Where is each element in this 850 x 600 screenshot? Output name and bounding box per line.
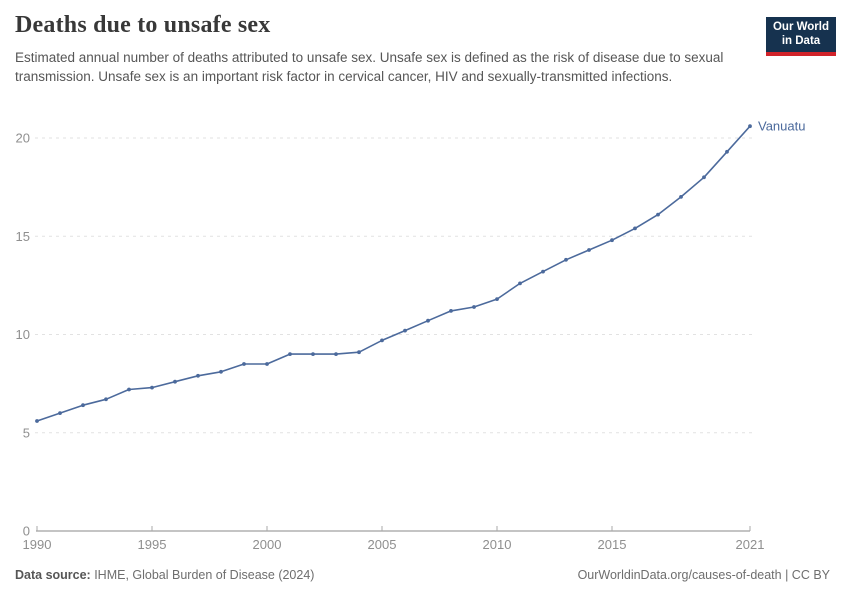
license-note[interactable]: OurWorldinData.org/causes-of-death | CC … xyxy=(577,568,830,582)
data-point[interactable] xyxy=(104,397,108,402)
data-point[interactable] xyxy=(679,195,683,199)
data-point[interactable] xyxy=(196,373,200,378)
owid-logo[interactable]: Our World in Data xyxy=(766,17,836,56)
data-point[interactable] xyxy=(357,350,361,355)
data-point[interactable] xyxy=(449,309,453,313)
data-point[interactable] xyxy=(472,305,476,309)
x-tick-label: 2015 xyxy=(598,537,627,552)
data-point[interactable] xyxy=(495,297,499,301)
data-point[interactable] xyxy=(426,318,430,323)
data-point[interactable] xyxy=(219,369,223,374)
data-point[interactable] xyxy=(311,352,315,356)
data-point[interactable] xyxy=(518,281,522,286)
x-tick-label: 2000 xyxy=(253,537,282,552)
chart-subtitle: Estimated annual number of deaths attrib… xyxy=(15,50,724,85)
data-point[interactable] xyxy=(334,352,338,356)
data-point[interactable] xyxy=(81,403,85,408)
logo-line-1: Our World xyxy=(772,20,829,33)
data-point[interactable] xyxy=(35,419,39,423)
data-point[interactable] xyxy=(242,362,246,366)
y-tick-label: 15 xyxy=(16,229,30,244)
data-point[interactable] xyxy=(748,124,752,129)
y-tick-label: 0 xyxy=(23,524,30,539)
series-end-label[interactable]: Vanuatu xyxy=(758,119,805,134)
logo-accent-bar xyxy=(766,52,836,56)
data-point[interactable] xyxy=(265,362,269,366)
data-point[interactable] xyxy=(656,212,660,217)
x-tick-label: 1990 xyxy=(23,537,52,552)
data-point[interactable] xyxy=(702,175,706,180)
data-source-note: Data source: IHME, Global Burden of Dise… xyxy=(15,568,314,582)
chart-header: Deaths due to unsafe sex Estimated annua… xyxy=(15,12,750,86)
chart-footer: Data source: IHME, Global Burden of Dise… xyxy=(15,568,830,582)
x-tick-label: 1995 xyxy=(138,537,167,552)
data-source-value: IHME, Global Burden of Disease (2024) xyxy=(90,568,315,582)
data-point[interactable] xyxy=(564,257,568,262)
data-point[interactable] xyxy=(633,226,637,231)
data-point[interactable] xyxy=(58,411,62,415)
data-point[interactable] xyxy=(587,248,591,252)
page-title: Deaths due to unsafe sex xyxy=(15,12,271,38)
data-point[interactable] xyxy=(725,149,729,154)
x-tick-label: 2021 xyxy=(736,537,765,552)
y-tick-label: 5 xyxy=(23,425,30,440)
data-point[interactable] xyxy=(541,269,545,274)
data-point[interactable] xyxy=(127,387,131,392)
data-point[interactable] xyxy=(380,338,384,343)
y-tick-label: 20 xyxy=(16,131,30,146)
x-tick-label: 2010 xyxy=(483,537,512,552)
data-point[interactable] xyxy=(173,379,177,384)
logo-line-2: in Data xyxy=(781,34,821,47)
data-point[interactable] xyxy=(403,328,407,333)
data-point[interactable] xyxy=(150,385,154,390)
x-tick-label: 2005 xyxy=(368,537,397,552)
data-source-label: Data source: xyxy=(15,568,91,582)
y-tick-label: 10 xyxy=(16,327,30,342)
data-point[interactable] xyxy=(610,238,614,243)
data-point[interactable] xyxy=(288,352,292,356)
series-line-vanuatu[interactable] xyxy=(36,125,751,422)
